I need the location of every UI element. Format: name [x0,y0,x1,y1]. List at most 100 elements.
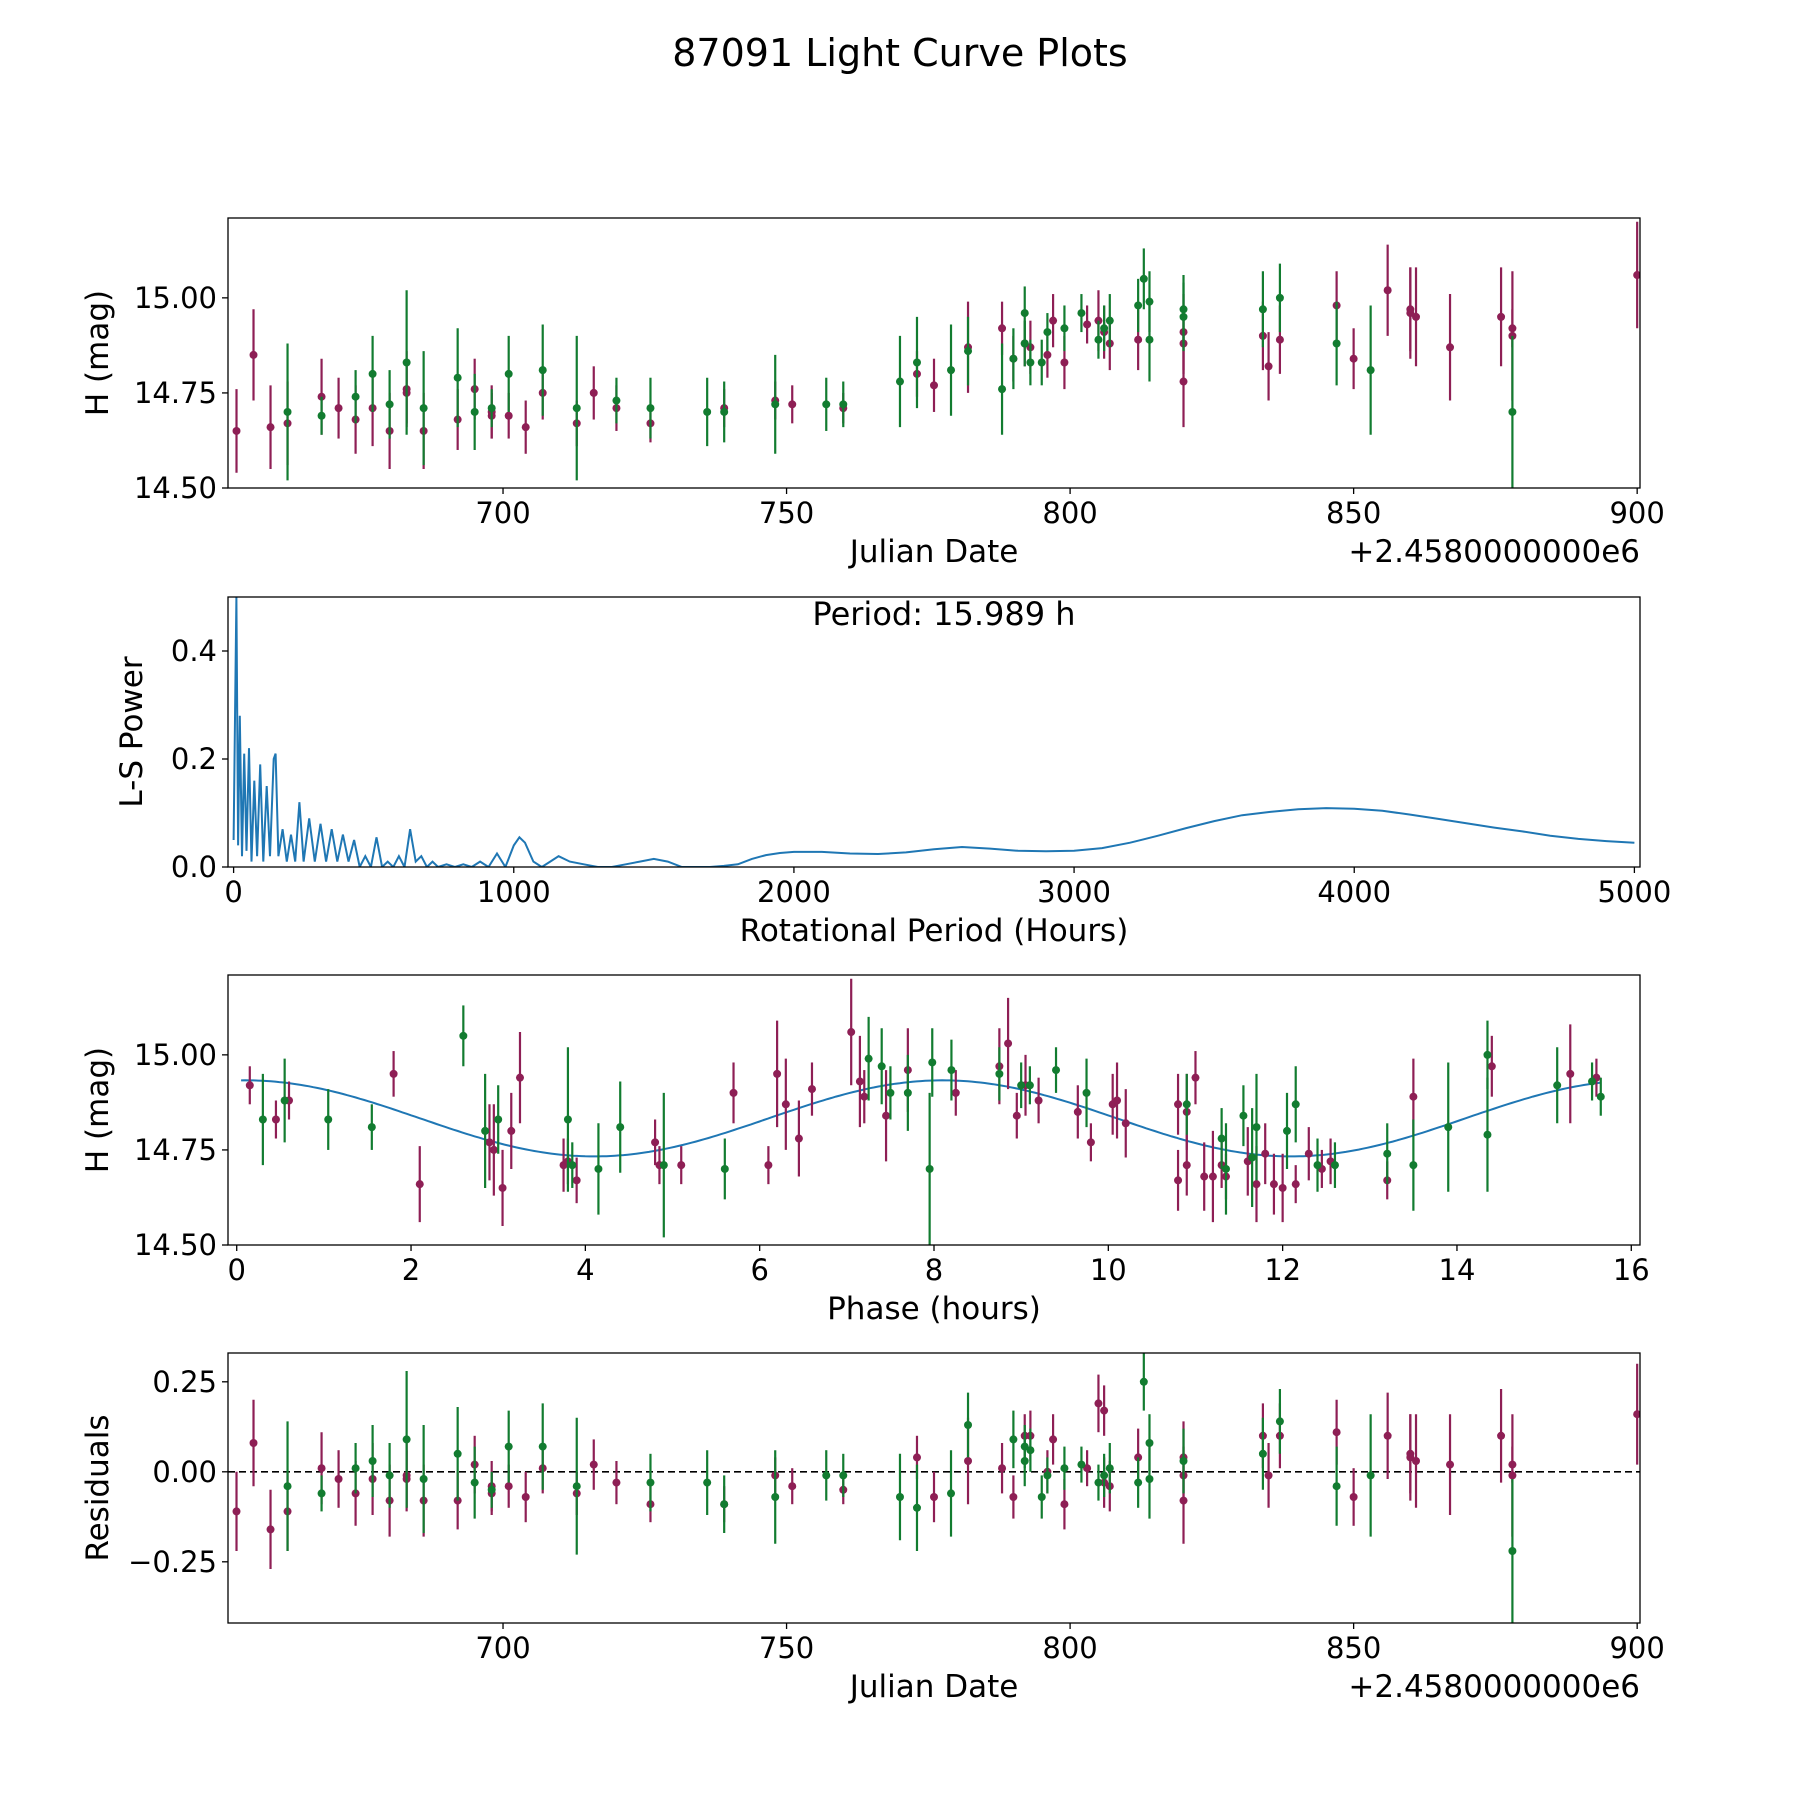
data-point [1009,1493,1018,1501]
data-point [659,1161,668,1170]
data-point [1060,324,1069,333]
data-point [368,369,377,378]
data-point [995,1069,1004,1078]
data-point [1283,1126,1291,1135]
y-tick-label: 0.25 [152,1365,217,1399]
data-point [771,1493,780,1501]
data-point [930,1493,938,1501]
data-point [930,381,938,390]
data-point [912,1453,921,1462]
data-point [1508,1547,1517,1555]
x-tick-label: 16 [1613,1253,1650,1287]
data-point [1049,1435,1058,1444]
data-point [1508,1471,1517,1480]
data-point [1145,1475,1154,1483]
data-point [1248,1153,1257,1162]
data-point [1020,1442,1029,1451]
data-point [563,1115,572,1124]
data-point [1217,1134,1226,1143]
data-point [646,404,655,413]
x-tick-label: 6 [750,1253,768,1287]
data-point [1497,312,1506,321]
data-point [1291,1180,1300,1189]
data-point [271,1115,280,1124]
data-point [925,1164,934,1173]
data-point [1077,1460,1086,1469]
x-tick-label: 2000 [757,875,831,909]
data-point [1258,1449,1267,1458]
data-point [1332,1428,1341,1437]
data-point [882,1111,891,1120]
data-point [504,1482,513,1491]
y-tick-label: 0.0 [171,850,217,884]
data-point [589,388,598,397]
data-point [1134,1478,1143,1487]
data-point [616,1123,625,1132]
chart-periodogram: 0 1000 2000 3000 4000 5000 0.0 0.2 0.4 Rotational… [114,595,1671,949]
data-point [1100,1471,1109,1480]
data-point [1446,1460,1455,1469]
data-point [1034,1096,1043,1105]
x-tick-label: 0 [227,1253,245,1287]
x-offset-label: +2.4580000000e6 [1348,1669,1640,1705]
data-point [568,1161,577,1170]
data-point [249,350,258,359]
data-point [1200,1172,1209,1181]
data-point [1446,343,1455,352]
data-point [1094,335,1103,344]
data-point [402,1435,411,1444]
data-point [1349,1493,1358,1501]
data-point [646,1478,655,1487]
y-tick-label: 14.75 [134,1133,217,1167]
y-tick-label: 14.75 [134,376,217,410]
data-point [481,1126,490,1135]
data-point [1291,1100,1300,1109]
data-point [1083,1464,1092,1473]
data-point [1588,1077,1597,1086]
data-point [1060,1464,1069,1473]
data-point [1100,324,1109,333]
data-point [498,1183,507,1192]
y-tick-label: 14.50 [134,471,217,505]
data-point [1252,1123,1261,1132]
data-point [1566,1069,1575,1078]
data-point [612,1478,621,1487]
x-tick-label: 1000 [477,875,551,909]
data-point [515,1073,524,1082]
data-point [928,1058,937,1067]
chart-residuals: 700 750 800 850 900 −0.25 0.00 0.25 Julian Date R… [80,1352,1665,1705]
data-point [703,407,712,416]
data-point [1026,358,1035,367]
data-point [1409,1092,1418,1101]
data-point [1383,286,1392,295]
data-point [1633,1410,1640,1419]
data-point [947,1489,956,1498]
data-point [572,1482,581,1491]
data-point [1049,316,1058,325]
data-point [521,1493,530,1501]
y-tick-label: 14.50 [134,1228,217,1262]
data-point [1139,1377,1148,1386]
x-axis-label: Julian Date [848,534,1019,570]
data-point [317,1464,326,1473]
data-point [367,1123,376,1132]
data-point [589,1460,598,1469]
data-point [1508,407,1517,416]
data-point [1043,350,1052,359]
axes-frame [227,596,1641,868]
data-point [572,1176,581,1185]
data-point [1332,1482,1341,1491]
data-point [402,358,411,367]
x-tick-label: 5000 [1597,875,1671,909]
data-point [773,1069,782,1078]
data-point [1121,1119,1130,1128]
data-point [998,324,1007,333]
data-point [1043,328,1052,337]
data-point [1208,1172,1217,1181]
data-point [245,1081,254,1090]
data-point [1179,1496,1188,1505]
data-point [720,407,729,416]
data-point [1366,366,1375,375]
